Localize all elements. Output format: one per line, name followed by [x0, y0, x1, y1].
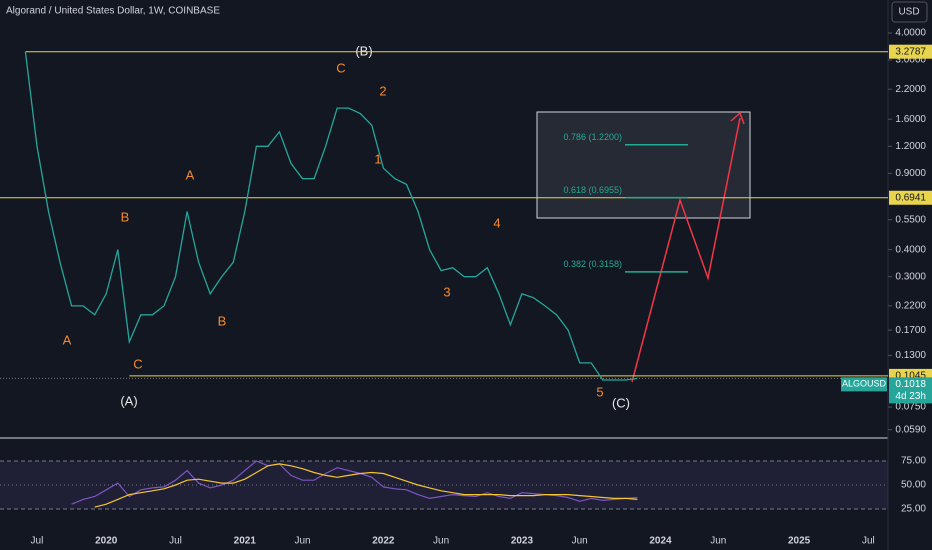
countdown-label: 4d 23h: [895, 391, 926, 402]
wave-label: 5: [596, 384, 603, 399]
y-tick-label: 4.0000: [895, 28, 926, 39]
series-line: [24, 51, 638, 381]
x-tick-label: Jul: [169, 536, 182, 547]
level-tag: [889, 190, 932, 205]
currency-button[interactable]: [891, 1, 928, 23]
wave-label: 4: [493, 215, 500, 230]
x-tick-label: 2023: [511, 536, 534, 547]
y-tick-label: 0.3000: [895, 271, 926, 282]
wave-label: 1: [374, 151, 381, 166]
target-box: [536, 111, 751, 219]
x-tick-label: 2022: [372, 536, 395, 547]
y-tick-label: 0.9000: [895, 168, 926, 179]
level-tag-label: 0.6941: [895, 192, 926, 203]
y-tick-label: 0.5500: [895, 214, 926, 225]
x-tick-label: Jul: [862, 536, 875, 547]
wave-label: B: [121, 209, 130, 224]
x-tick-label: 2024: [649, 536, 672, 547]
symbol-tag-label: ALGOUSD: [842, 379, 887, 389]
y-tick-label: 0.1700: [895, 325, 926, 336]
x-tick-label: 2020: [95, 536, 118, 547]
y-tick-label: 0.0750: [895, 402, 926, 413]
y-tick-label: 25.00: [901, 504, 926, 515]
wave-label: (C): [612, 395, 630, 410]
currency-label[interactable]: USD: [898, 7, 919, 18]
y-tick-label: 0.0590: [895, 424, 926, 435]
y-tick-label: 75.00: [901, 456, 926, 467]
x-tick-label: Jun: [433, 536, 449, 547]
chart-title: Algorand / United States Dollar, 1W, COI…: [6, 6, 220, 17]
wave-label: 3: [443, 284, 450, 299]
y-tick-label: 0.1300: [895, 350, 926, 361]
y-tick-label: 0.2200: [895, 300, 926, 311]
last-price-tag: [889, 377, 932, 404]
wave-label: 2: [379, 83, 386, 98]
fib-label: 0.382 (0.3158): [563, 259, 622, 269]
level-tag-label: 0.1045: [895, 371, 926, 382]
y-tick-label: 1.6000: [895, 114, 926, 125]
wave-label: (A): [120, 393, 137, 408]
series-line: [94, 463, 638, 508]
y-tick-label: 2.2000: [895, 84, 926, 95]
wave-label: C: [336, 60, 345, 75]
x-tick-label: Jul: [31, 536, 44, 547]
x-tick-label: Jun: [710, 536, 726, 547]
y-tick-label: 3.0000: [895, 55, 926, 66]
fib-label: 0.618 (0.6955): [563, 185, 622, 195]
last-price-label: 0.1018: [895, 379, 926, 390]
projection-arrowhead: [730, 111, 745, 125]
fib-label: 0.786 (1.2200): [563, 132, 622, 142]
y-tick-label: 0.4000: [895, 244, 926, 255]
wave-label: (B): [355, 43, 372, 58]
x-tick-label: Jun: [294, 536, 310, 547]
wave-label: B: [218, 313, 227, 328]
x-tick-label: Jun: [572, 536, 588, 547]
y-tick-label: 50.00: [901, 480, 926, 491]
level-tag-label: 3.2787: [895, 46, 926, 57]
x-tick-label: 2021: [234, 536, 257, 547]
wave-label: A: [186, 167, 195, 182]
level-tag: [889, 44, 932, 59]
symbol-tag: [841, 377, 887, 392]
wave-label: C: [133, 356, 142, 371]
x-tick-label: 2025: [788, 536, 811, 547]
wave-label: A: [63, 332, 72, 347]
y-tick-label: 1.2000: [895, 141, 926, 152]
